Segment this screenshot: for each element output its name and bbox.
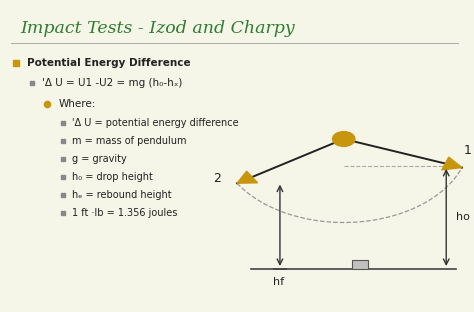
Text: ho: ho xyxy=(456,212,470,222)
Text: g = gravity: g = gravity xyxy=(72,154,127,164)
Text: 1 ft ·lb = 1.356 joules: 1 ft ·lb = 1.356 joules xyxy=(72,208,178,218)
Text: Impact Tests - Izod and Charpy: Impact Tests - Izod and Charpy xyxy=(20,20,295,37)
Text: 2: 2 xyxy=(214,172,221,185)
Text: Potential Energy Difference: Potential Energy Difference xyxy=(27,58,191,68)
Text: Where:: Where: xyxy=(58,99,96,109)
Polygon shape xyxy=(442,157,462,170)
Text: m = mass of pendulum: m = mass of pendulum xyxy=(72,136,187,146)
Text: 'Δ U = potential energy difference: 'Δ U = potential energy difference xyxy=(72,118,239,128)
Circle shape xyxy=(333,132,355,146)
Text: 'Δ U = U1 -U2 = mg (h₀-hₓ): 'Δ U = U1 -U2 = mg (h₀-hₓ) xyxy=(42,78,183,88)
Text: h₀ = drop height: h₀ = drop height xyxy=(72,172,153,182)
Text: 1: 1 xyxy=(464,144,472,157)
FancyBboxPatch shape xyxy=(352,260,368,269)
Polygon shape xyxy=(237,171,257,183)
Text: hf: hf xyxy=(273,277,284,287)
Text: hₑ = rebound height: hₑ = rebound height xyxy=(72,190,172,200)
